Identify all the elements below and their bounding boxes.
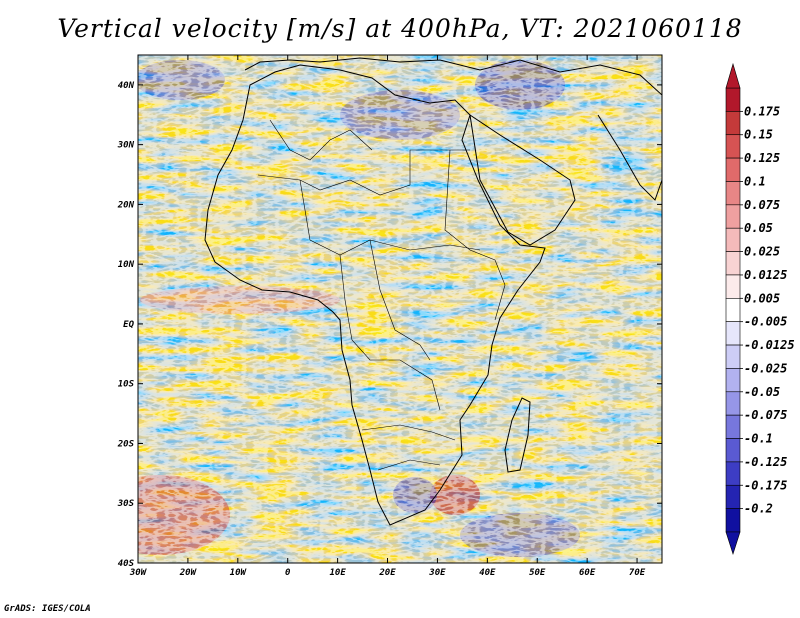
colorbar-label: -0.025	[744, 361, 787, 375]
colorbar-swatch	[725, 344, 741, 369]
colorbar-label: 0.05	[744, 221, 773, 235]
colorbar-swatch	[725, 181, 741, 206]
colorbar-label: 0.125	[744, 151, 780, 165]
colorbar-swatch	[725, 391, 741, 416]
colorbar-label: -0.005	[744, 315, 787, 329]
lat-tick-label: 40N	[118, 81, 135, 91]
map-frame	[137, 54, 663, 564]
colorbar-label: 0.025	[744, 245, 780, 259]
lat-tick-label: 30N	[117, 141, 135, 151]
colorbar-swatch	[725, 251, 741, 276]
madagascar-coastline	[504, 397, 531, 473]
colorbar-label: -0.2	[744, 502, 773, 516]
lon-tick-label: 10W	[230, 568, 248, 578]
colorbar-label: 0.15	[744, 128, 773, 142]
colorbar-swatch	[725, 321, 741, 346]
grads-credit: GrADS: IGES/COLA	[4, 604, 91, 614]
lon-tick-label: 30E	[428, 568, 446, 578]
colorbar-label: 0.005	[744, 291, 780, 305]
coastlines	[204, 57, 662, 526]
lon-tick-label: 70E	[629, 568, 646, 578]
lat-tick-label: 10N	[118, 260, 135, 270]
colorbar-label: -0.05	[744, 385, 780, 399]
colorbar-swatch	[725, 87, 741, 112]
colorbar-swatch	[725, 298, 741, 322]
lat-tick-label: 20S	[117, 439, 135, 449]
lon-tick-label: 20W	[179, 568, 198, 578]
colorbar-swatch	[725, 438, 741, 463]
colorbar-label: -0.175	[744, 478, 787, 492]
india-coastline	[597, 114, 662, 201]
lon-tick-label: 50E	[529, 568, 546, 578]
lat-tick-label: 20N	[117, 200, 135, 210]
colorbar-swatch	[725, 274, 741, 299]
lon-tick-label: 40E	[479, 568, 496, 578]
colorbar-swatch	[725, 204, 741, 229]
colorbar-swatch	[725, 227, 741, 252]
lat-tick-label: 10S	[118, 380, 135, 390]
colorbar-swatch	[725, 414, 741, 439]
vertical-velocity-field	[138, 55, 662, 563]
chart-title: Vertical velocity [m/s] at 400hPa, VT: 2…	[57, 14, 743, 43]
colorbar-label: 0.175	[744, 104, 780, 118]
eurasia-coastline	[244, 57, 662, 96]
lon-tick-label: 30W	[129, 568, 148, 578]
colorbar-label: 0.0125	[744, 268, 787, 282]
colorbar: 0.175 0.15 0.125 0.1 0.075 0.05 0.025 0.0125 0.0…	[725, 62, 795, 555]
colorbar-swatch	[725, 484, 741, 509]
colorbar-label: 0.1	[744, 174, 766, 188]
colorbar-label: -0.125	[744, 455, 787, 469]
colorbar-max-arrow	[725, 62, 741, 89]
colorbar-label: -0.0125	[744, 338, 795, 352]
lat-tick-label: 30S	[117, 499, 135, 509]
colorbar-swatch	[725, 368, 741, 393]
lon-tick-label: 60E	[579, 568, 596, 578]
colorbar-label: 0.075	[744, 198, 780, 212]
lon-tick-label: 20E	[378, 568, 396, 578]
country-borders	[257, 119, 506, 471]
lat-tick-label: 40S	[118, 559, 135, 569]
lat-tick-label: EQ	[123, 320, 134, 330]
colorbar-swatch	[725, 157, 741, 182]
lon-tick-label: 0	[285, 568, 291, 578]
lon-tick-label: 10E	[329, 568, 346, 578]
colorbar-swatch	[725, 111, 741, 136]
colorbar-swatch	[725, 134, 741, 159]
colorbar-swatch	[725, 508, 741, 533]
colorbar-min-arrow	[725, 531, 741, 555]
colorbar-label: -0.1	[744, 432, 773, 446]
colorbar-label: -0.075	[744, 408, 787, 422]
africa-coastline	[204, 64, 546, 526]
arabia-coastline	[469, 113, 576, 246]
colorbar-swatch	[725, 461, 741, 486]
